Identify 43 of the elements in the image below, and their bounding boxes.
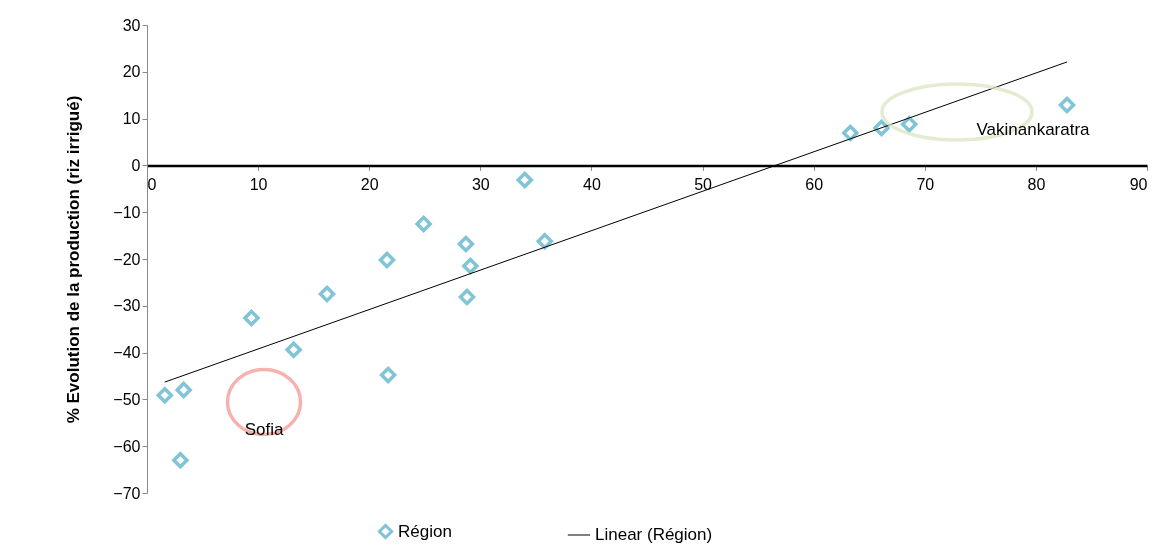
point xyxy=(900,115,918,133)
point xyxy=(458,288,476,306)
y-tick-label: 20 xyxy=(122,63,141,81)
point xyxy=(1058,96,1076,114)
y-tick-label: 10 xyxy=(122,110,141,128)
point xyxy=(175,381,192,399)
y-axis-title: % Evolution de la production (riz irrigué) xyxy=(64,95,84,424)
point xyxy=(415,215,432,233)
x-tick-label: 50 xyxy=(694,175,713,193)
x-tick-label: 60 xyxy=(805,175,824,193)
point xyxy=(462,257,479,275)
annotation: Sofia xyxy=(244,420,284,439)
y-tick-label: −50 xyxy=(113,390,141,408)
point xyxy=(842,124,859,142)
y-tick-label: −60 xyxy=(113,437,141,455)
y-tick-label: 0 xyxy=(131,156,141,174)
x-tick-label: 90 xyxy=(1129,175,1148,193)
point xyxy=(172,451,189,469)
x-tick-label: 30 xyxy=(471,175,490,193)
x-tick-label: 20 xyxy=(360,175,379,193)
y-tick-label: −40 xyxy=(113,344,141,362)
point xyxy=(379,366,397,384)
point xyxy=(516,171,534,189)
point xyxy=(285,341,302,359)
x-tick-label: 70 xyxy=(916,175,935,193)
y-tick-label: −30 xyxy=(113,297,141,315)
point xyxy=(318,285,336,303)
y-tick-label: −70 xyxy=(113,484,141,502)
x-tick-label: 80 xyxy=(1027,175,1046,193)
point xyxy=(243,309,260,327)
point xyxy=(378,251,396,269)
point xyxy=(873,119,890,137)
x-tick-label: 40 xyxy=(583,175,601,193)
legend-label: Linear (Région) xyxy=(595,525,713,544)
y-tick-label: −20 xyxy=(113,250,141,268)
legend-label: Région xyxy=(398,521,452,541)
point xyxy=(457,235,475,253)
point xyxy=(156,386,174,404)
x-tick-label: 0 xyxy=(147,175,157,193)
y-tick-label: −10 xyxy=(113,203,141,221)
y-tick-label: 30 xyxy=(122,16,141,34)
annotation: Vakinankaratra xyxy=(976,120,1091,139)
x-tick-label: 10 xyxy=(249,175,268,193)
